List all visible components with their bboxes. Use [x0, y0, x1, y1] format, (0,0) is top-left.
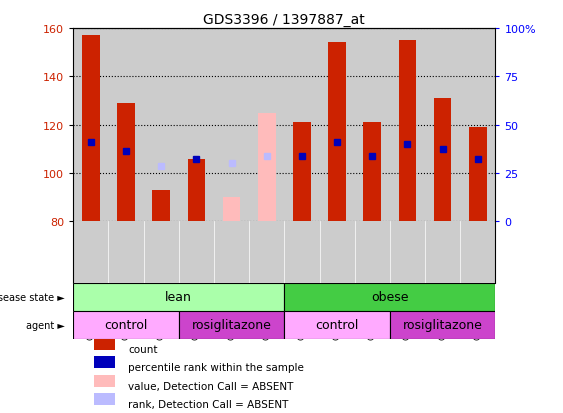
Text: obese: obese: [371, 290, 409, 303]
Bar: [434, 99, 452, 222]
Bar: [95, 394, 115, 406]
Bar: [153, 190, 170, 222]
Bar: [328, 43, 346, 222]
Bar: [187, 159, 205, 222]
Text: lean: lean: [166, 290, 192, 303]
Bar: [399, 41, 416, 222]
Bar: [223, 198, 240, 222]
Text: rosiglitazone: rosiglitazone: [403, 318, 482, 331]
Bar: [284, 311, 390, 339]
Bar: [95, 375, 115, 387]
Bar: [364, 123, 381, 222]
Bar: [95, 338, 115, 350]
Bar: [284, 283, 495, 311]
Text: value, Detection Call = ABSENT: value, Detection Call = ABSENT: [128, 381, 293, 391]
Text: count: count: [128, 344, 158, 354]
Bar: [293, 123, 311, 222]
Text: disease state ►: disease state ►: [0, 292, 65, 302]
Bar: [73, 311, 179, 339]
Bar: [469, 128, 486, 222]
Bar: [82, 36, 100, 222]
Bar: [390, 311, 495, 339]
Text: rank, Detection Call = ABSENT: rank, Detection Call = ABSENT: [128, 399, 288, 409]
Title: GDS3396 / 1397887_at: GDS3396 / 1397887_at: [203, 12, 365, 26]
Bar: [258, 113, 275, 222]
Text: agent ►: agent ►: [26, 320, 65, 330]
Text: control: control: [315, 318, 359, 331]
Bar: [179, 311, 284, 339]
Text: rosiglitazone: rosiglitazone: [191, 318, 271, 331]
Bar: [117, 104, 135, 222]
Text: control: control: [104, 318, 148, 331]
Bar: [73, 283, 284, 311]
Bar: [95, 356, 115, 368]
Text: percentile rank within the sample: percentile rank within the sample: [128, 363, 304, 373]
